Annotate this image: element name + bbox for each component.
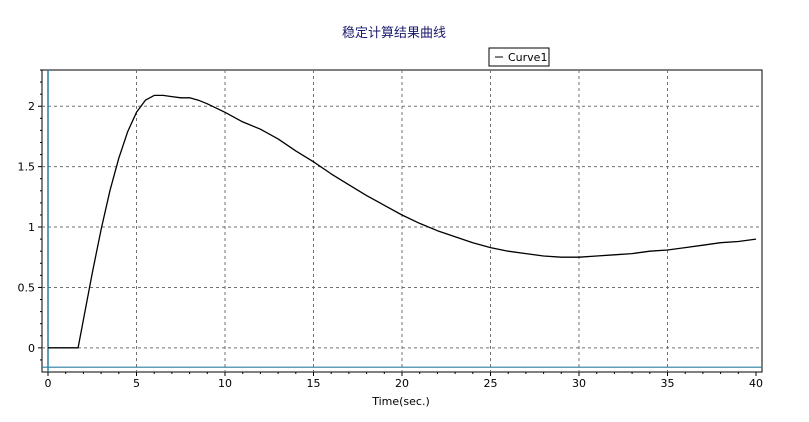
plot-area: 0 5 10 15 20 25 30 35 40 0 0.5 1 1.5 2 [18, 69, 763, 390]
grid-lines [42, 70, 762, 372]
chart-title: 稳定计算结果曲线 [342, 25, 446, 41]
x-axis-ticks: 0 5 10 15 20 25 30 35 40 [45, 372, 763, 390]
reference-lines [42, 70, 762, 372]
legend: Curve1 [488, 47, 550, 67]
x-tick-label: 5 [133, 377, 140, 390]
legend-label-curve1: Curve1 [508, 51, 547, 64]
y-tick-label: 1.5 [18, 161, 36, 174]
x-tick-label: 15 [307, 377, 321, 390]
y-tick-label: 2 [28, 100, 35, 113]
y-tick-label: 0.5 [18, 281, 36, 294]
x-tick-label: 35 [661, 377, 675, 390]
x-axis-label: Time(sec.) [371, 395, 430, 408]
x-tick-label: 20 [395, 377, 409, 390]
y-tick-label: 1 [28, 221, 35, 234]
x-tick-label: 10 [218, 377, 232, 390]
x-tick-label: 30 [572, 377, 586, 390]
x-tick-label: 25 [484, 377, 498, 390]
series-group [48, 94, 757, 349]
series-line-curve1 [48, 94, 757, 349]
y-tick-label: 0 [28, 342, 35, 355]
x-tick-label: 0 [45, 377, 52, 390]
x-tick-label: 40 [749, 377, 763, 390]
legend-box [488, 47, 550, 67]
y-axis-ticks: 0 0.5 1 1.5 2 [18, 69, 42, 361]
